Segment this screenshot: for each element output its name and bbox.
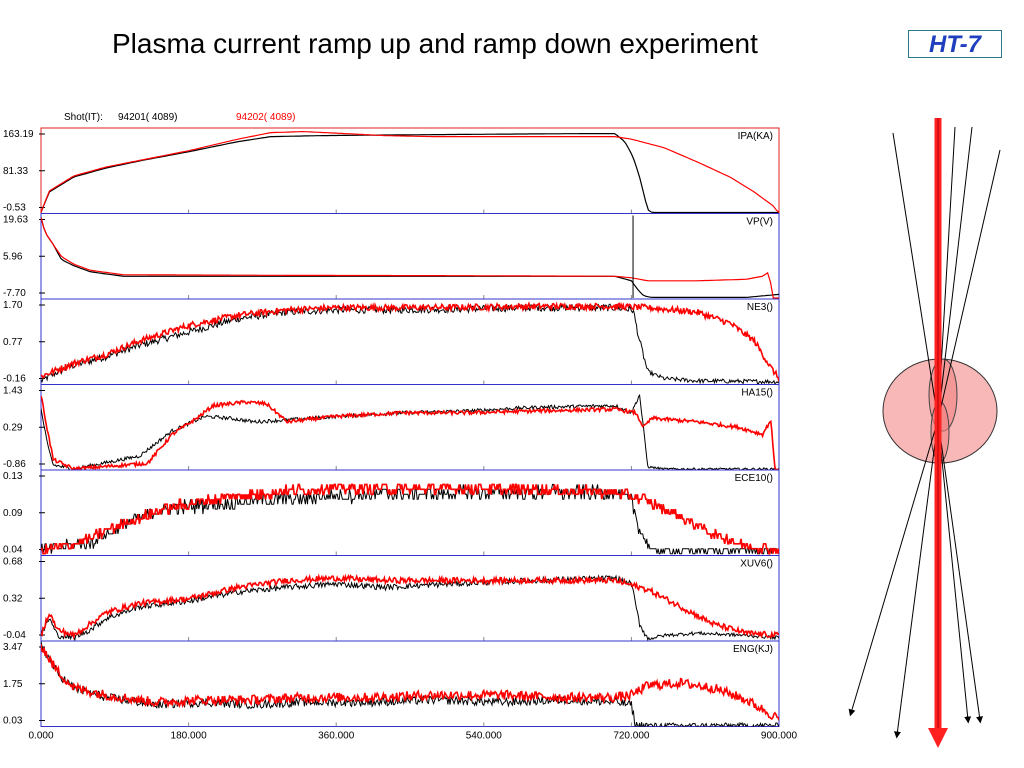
panel-frame <box>40 298 780 385</box>
series-b-line <box>41 573 779 640</box>
panel-2: 19.63 5.96 -7.70 VP(V) <box>3 213 780 300</box>
series-b-line <box>41 130 779 213</box>
panel-label: ENG(KJ) <box>733 644 773 655</box>
y-tick-label: -7.70 <box>3 288 26 299</box>
panel-label: IPA(KA) <box>738 131 773 142</box>
panel-label: HA15() <box>741 388 773 399</box>
legend-series-a: 94201( 4089) <box>118 112 178 123</box>
y-tick-label: 163.19 <box>3 129 34 140</box>
y-tick-label: -0.53 <box>3 203 26 214</box>
y-tick-label: 0.29 <box>3 422 23 433</box>
panel-frame <box>40 469 780 556</box>
series-b-line <box>41 395 779 470</box>
x-tick-label: 180.000 <box>171 731 208 742</box>
y-tick-label: -0.16 <box>3 374 26 385</box>
series-a-line <box>41 133 779 214</box>
y-tick-label: -0.04 <box>3 630 26 641</box>
chord-4-exit <box>937 419 972 724</box>
series-a-line <box>41 483 779 555</box>
panel-4: 1.43 0.29 -0.86 HA15() <box>3 384 780 471</box>
series-a-line <box>41 302 779 385</box>
y-tick-label: 0.77 <box>3 337 23 348</box>
y-tick-label: 0.03 <box>3 716 23 727</box>
y-tick-label: -0.86 <box>3 459 26 470</box>
y-tick-label: 0.13 <box>3 471 23 482</box>
series-b-line <box>41 644 779 721</box>
y-tick-label: 3.47 <box>3 642 23 653</box>
chord-2 <box>937 126 973 421</box>
chord-2-exit <box>893 419 939 739</box>
x-tick-label: 540.000 <box>466 731 503 742</box>
panel-frame <box>40 213 780 300</box>
series-a-line <box>41 217 779 298</box>
panel-7: 3.47 1.75 0.03 ENG(KJ) <box>3 640 780 727</box>
y-tick-label: 0.32 <box>3 593 23 604</box>
shot-header-label: Shot(IT): <box>64 112 103 123</box>
series-b-line <box>41 217 779 299</box>
panel-frame <box>40 384 780 471</box>
ht7-badge: HT-7 <box>908 30 1002 58</box>
y-tick-label: 1.43 <box>3 386 23 397</box>
y-tick-label: 5.96 <box>3 251 23 262</box>
chord-3 <box>937 149 1001 421</box>
panel-3: 1.70 0.77 -0.16 NE3() <box>3 298 780 385</box>
x-tick-label: 0.000 <box>28 731 53 742</box>
series-b-line <box>41 301 779 382</box>
chord-1 <box>892 132 939 421</box>
y-tick-label: 1.70 <box>3 300 23 311</box>
y-tick-label: 0.68 <box>3 557 23 568</box>
panel-5: 0.13 0.09 0.04 ECE10() <box>3 469 780 556</box>
chord-3-exit <box>937 419 983 724</box>
y-tick-label: 19.63 <box>3 215 28 226</box>
legend-series-b: 94202( 4089) <box>236 112 296 123</box>
panel-label: VP(V) <box>746 217 773 228</box>
y-tick-label: 81.33 <box>3 166 28 177</box>
x-tick-label: 720.000 <box>613 731 650 742</box>
x-tick-label: 360.000 <box>318 731 355 742</box>
series-b-line <box>41 483 779 555</box>
x-tick-label: 900.000 <box>761 731 798 742</box>
slide-title: Plasma current ramp up and ramp down exp… <box>112 28 758 59</box>
panel-label: ECE10() <box>735 473 773 484</box>
panel-label: XUV6() <box>740 559 773 570</box>
beam-arrow-icon <box>928 728 948 748</box>
chord-1-exit <box>848 419 939 717</box>
y-tick-label: 0.09 <box>3 508 23 519</box>
panel-6: 0.68 0.32 -0.04 XUV6() <box>3 555 780 642</box>
panel-label: NE3() <box>747 302 773 313</box>
y-tick-label: 0.04 <box>3 545 23 556</box>
y-tick-label: 1.75 <box>3 679 23 690</box>
